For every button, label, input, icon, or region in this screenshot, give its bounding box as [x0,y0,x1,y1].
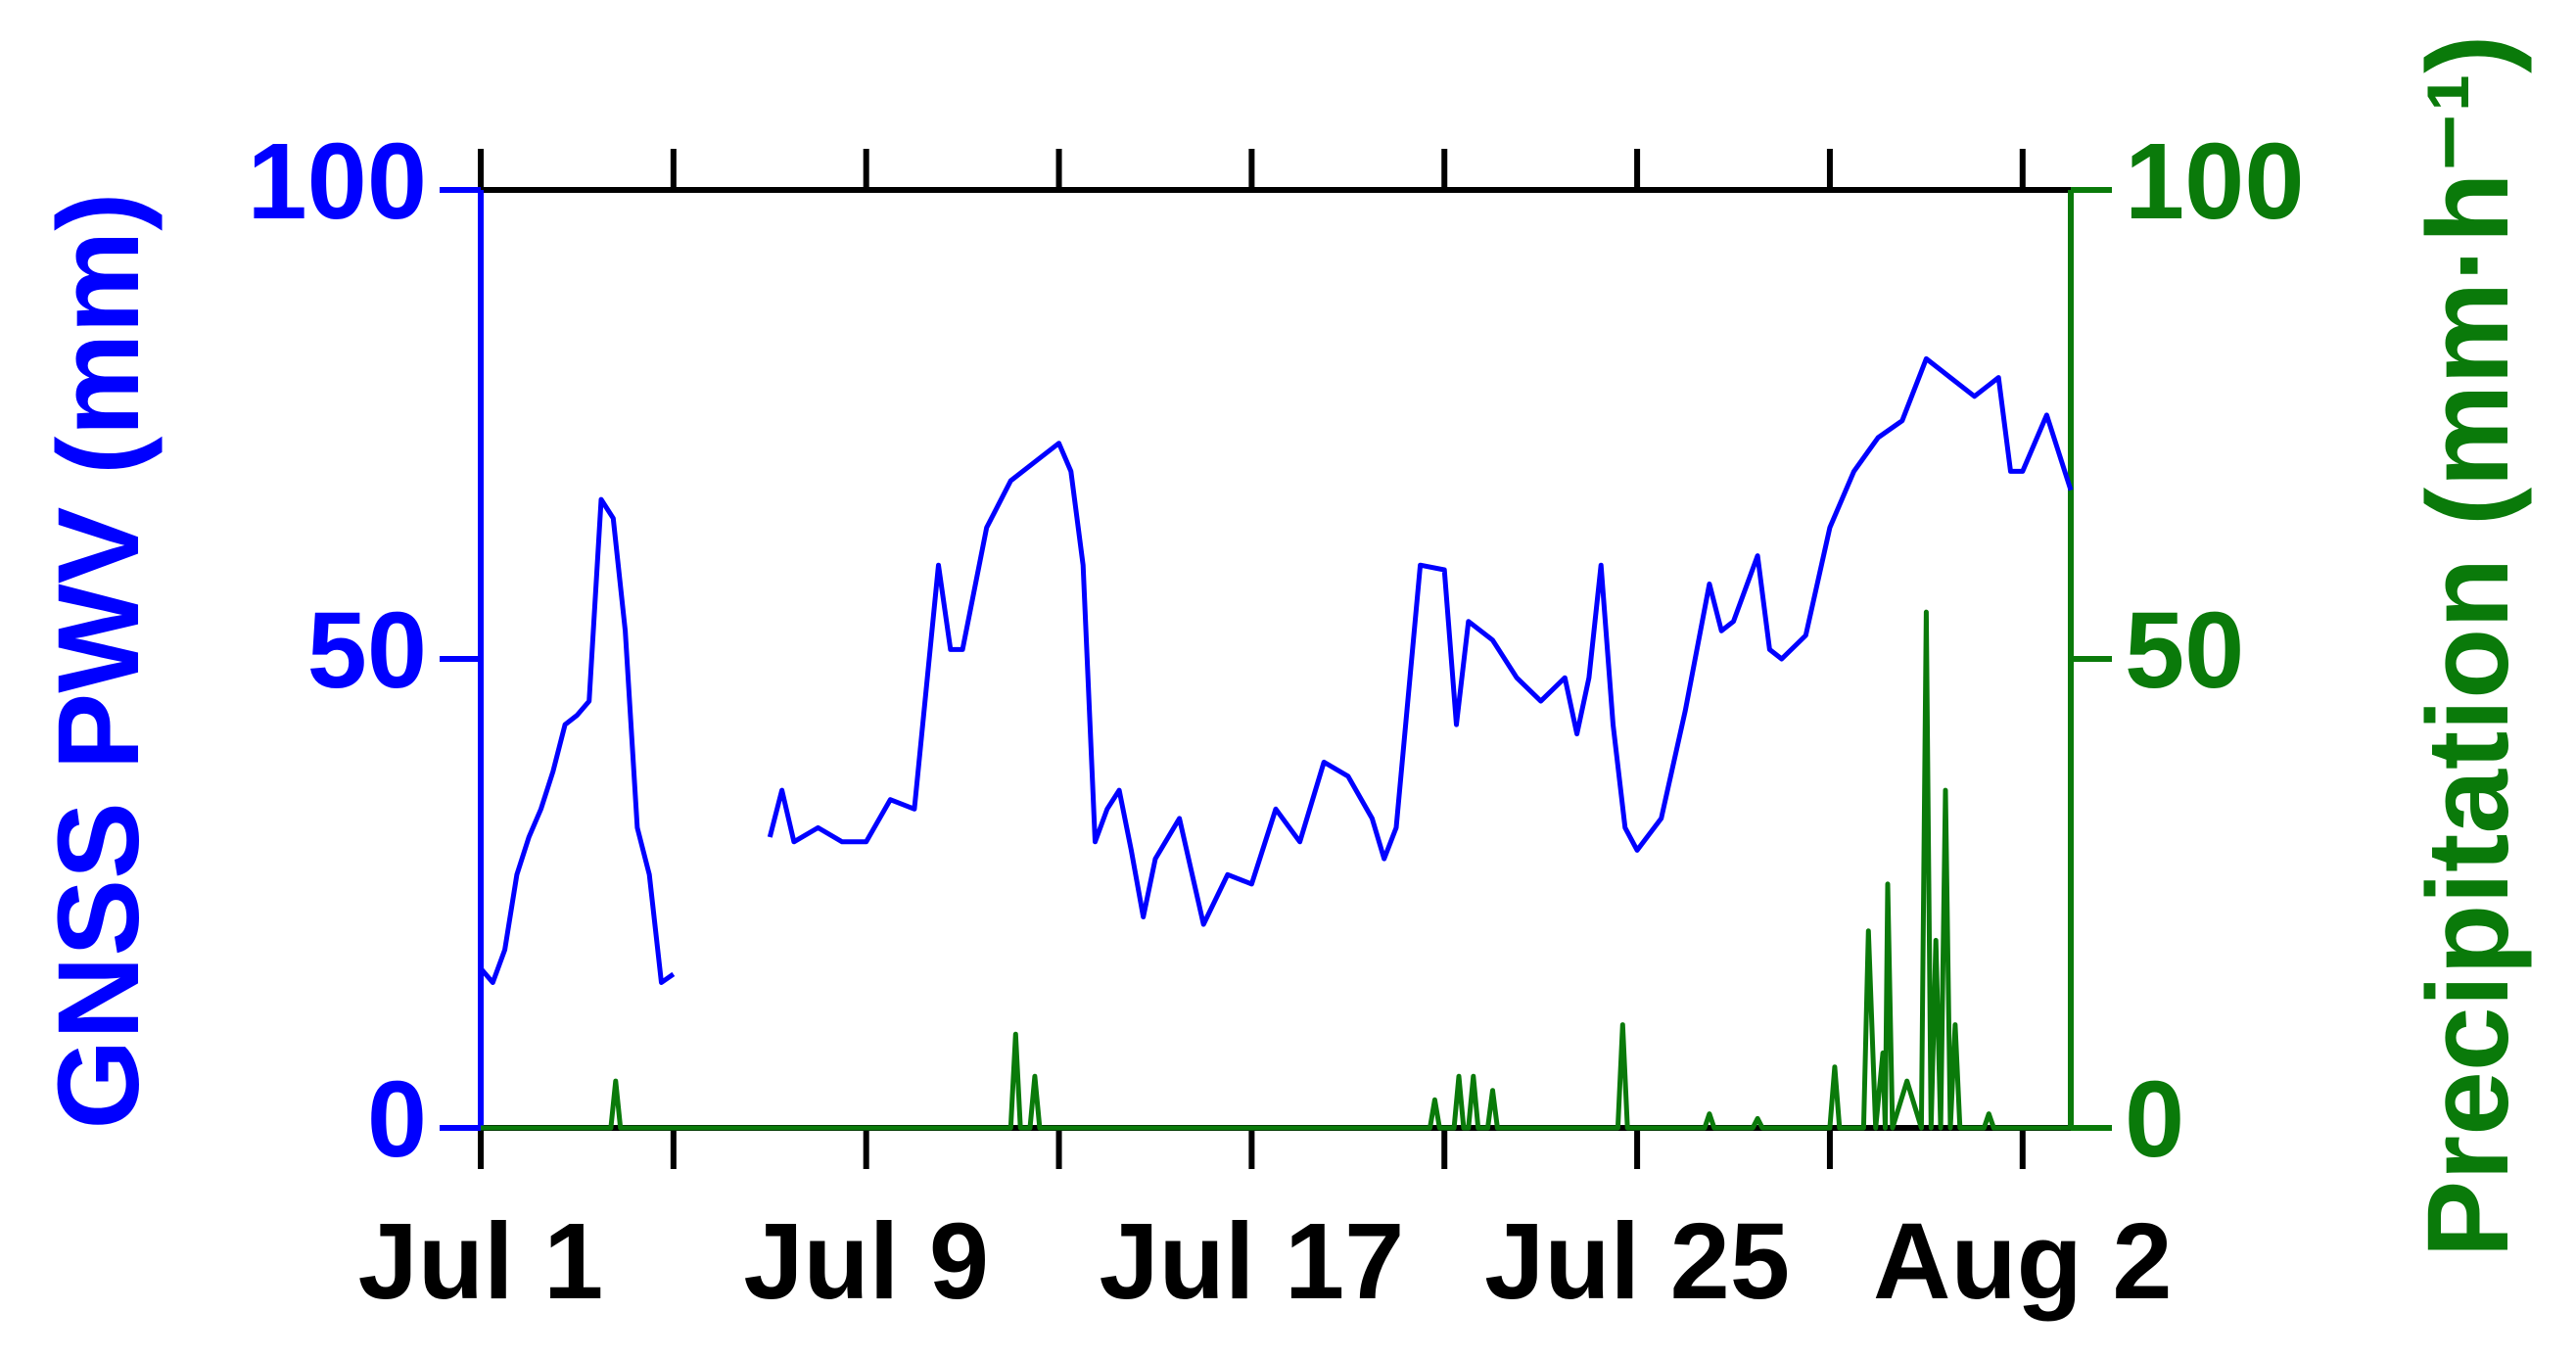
y2-tick-label: 50 [2125,590,2244,711]
x-tick-label: Jul 9 [743,1201,989,1322]
x-tick-label: Jul 25 [1484,1201,1790,1322]
y-tick-label: 100 [247,121,427,242]
x-tick-label: Jul 1 [358,1201,604,1322]
x-tick-label: Aug 2 [1873,1201,2173,1322]
y-tick-label: 0 [367,1059,427,1180]
y2-axis-title: Precipitation (mm·h⁻¹) [2404,35,2533,1258]
y-axis-title: GNSS PWV (mm) [34,192,164,1129]
x-tick-label: Jul 17 [1099,1201,1404,1322]
y2-tick-label: 100 [2125,121,2305,242]
series-line [481,609,2071,1131]
y-tick-label: 50 [307,590,427,711]
y2-tick-label: 0 [2125,1059,2184,1180]
series-line [479,355,2074,985]
